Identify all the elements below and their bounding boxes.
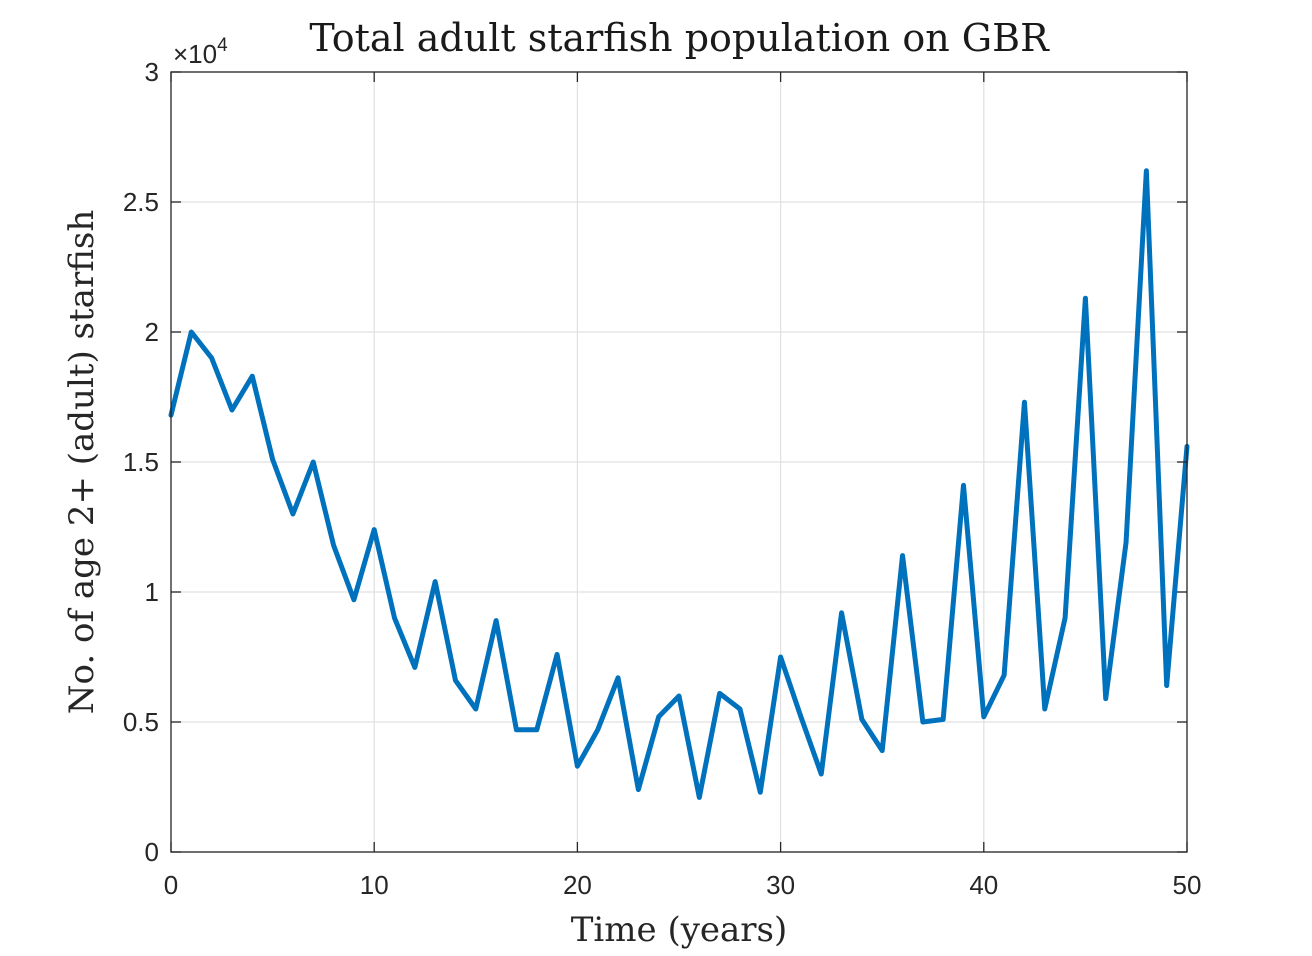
y-axis-ticks: 0 0.5 1 1.5 2 2.5 3 <box>123 57 1187 867</box>
x-axis-label: Time (years) <box>571 910 788 950</box>
y-tick-label-2: 1 <box>145 577 159 607</box>
x-tick-label-5: 50 <box>1173 870 1202 900</box>
y-tick-label-1: 0.5 <box>123 707 159 737</box>
y-tick-label-0: 0 <box>145 837 159 867</box>
y-tick-label-6: 3 <box>145 57 159 87</box>
x-tick-label-0: 0 <box>164 870 178 900</box>
x-tick-label-2: 20 <box>563 870 592 900</box>
chart-title: Total adult starfish population on GBR <box>309 16 1050 60</box>
x-axis-ticks: 0 10 20 30 40 50 <box>164 72 1202 900</box>
y-axis-label: No. of age 2+ (adult) starfish <box>62 210 102 714</box>
grid <box>170 71 1188 853</box>
y-axis-exponent: ×104 <box>173 35 228 69</box>
y-axis-exponent-base: ×10 <box>173 39 217 69</box>
series-line-0 <box>168 168 1190 800</box>
y-tick-label-4: 2 <box>145 317 159 347</box>
x-tick-label-3: 30 <box>766 870 795 900</box>
series-layer <box>168 168 1190 800</box>
y-axis-exponent-power: 4 <box>217 35 228 56</box>
y-tick-label-3: 1.5 <box>123 447 159 477</box>
x-tick-label-4: 40 <box>969 870 998 900</box>
x-tick-label-1: 10 <box>360 870 389 900</box>
y-tick-label-5: 2.5 <box>123 187 159 217</box>
